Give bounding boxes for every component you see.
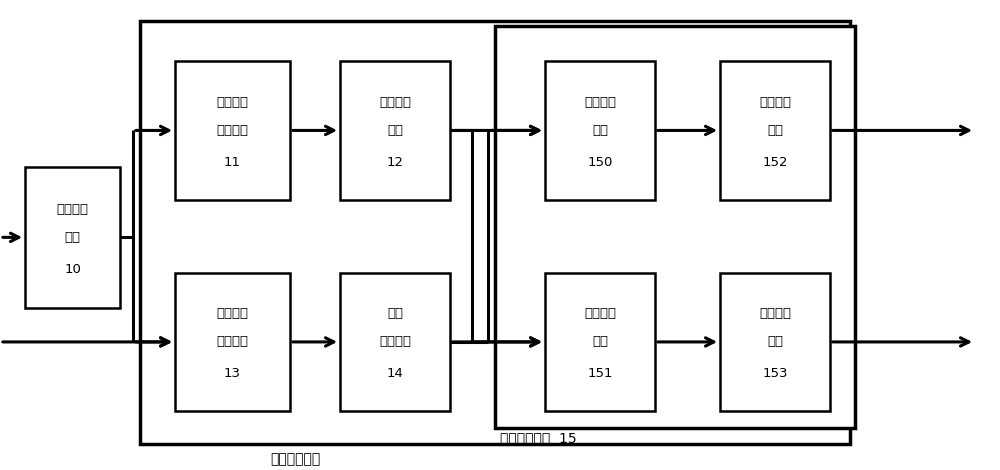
Text: 放大装置: 放大装置 (216, 124, 248, 137)
Text: 编码装置: 编码装置 (379, 336, 411, 348)
Text: 装置: 装置 (767, 124, 783, 137)
Text: 12: 12 (386, 156, 404, 169)
Text: 装置: 装置 (592, 124, 608, 137)
Text: 放大装置: 放大装置 (216, 336, 248, 348)
Bar (720, 273, 830, 411)
Bar (340, 61, 450, 200)
Text: 第二发射: 第二发射 (759, 307, 791, 320)
Bar (545, 273, 655, 411)
Bar (720, 61, 830, 200)
Text: 153: 153 (762, 368, 788, 380)
Text: 第二: 第二 (387, 307, 403, 320)
Text: 第二合并: 第二合并 (584, 307, 616, 320)
Text: 150: 150 (587, 156, 613, 169)
Text: 第一发射: 第一发射 (759, 96, 791, 109)
Text: 151: 151 (587, 368, 613, 380)
Bar (140, 21, 850, 444)
Text: 装置: 装置 (767, 336, 783, 348)
Text: 第一合并: 第一合并 (584, 96, 616, 109)
Bar (25, 167, 120, 308)
Bar (495, 26, 855, 428)
Bar (340, 273, 450, 411)
Text: 14: 14 (387, 368, 403, 380)
Text: 10: 10 (64, 263, 81, 276)
Bar (545, 61, 655, 200)
Text: 第二功率: 第二功率 (216, 307, 248, 320)
Text: 测试接收: 测试接收 (57, 203, 89, 216)
Text: 152: 152 (762, 156, 788, 169)
Text: 装置: 装置 (387, 124, 403, 137)
Text: 编码处理装置: 编码处理装置 (270, 453, 320, 467)
Text: 装置: 装置 (592, 336, 608, 348)
Bar (175, 61, 290, 200)
Text: 发送控制装置  15: 发送控制装置 15 (500, 431, 577, 445)
Text: 11: 11 (224, 156, 241, 169)
Text: 第一功率: 第一功率 (216, 96, 248, 109)
Text: 13: 13 (224, 368, 241, 380)
Text: 装置: 装置 (65, 231, 81, 244)
Text: 第一编码: 第一编码 (379, 96, 411, 109)
Bar (175, 273, 290, 411)
